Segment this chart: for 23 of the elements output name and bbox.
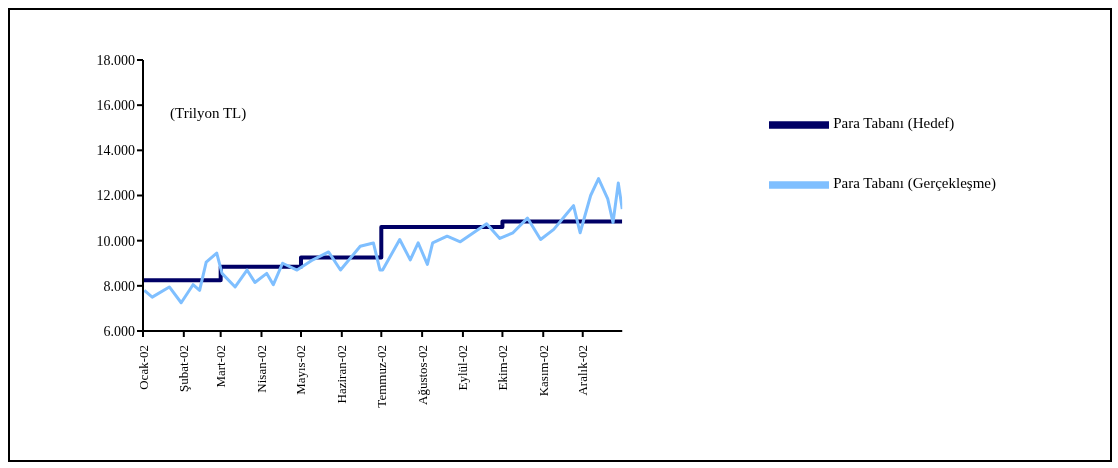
x-tick-label: Ağustos-02: [414, 345, 430, 405]
annotation: (Trilyon TL): [170, 105, 247, 122]
y-tick-label: 8.000: [103, 278, 135, 294]
x-tick-label: Eylül-02: [455, 345, 471, 391]
x-tick-label: Temmuz-02: [373, 345, 389, 408]
line-series: [143, 177, 623, 305]
x-tick-label: Nisan-02: [253, 345, 269, 393]
x-tick-label: Şubat-02: [176, 345, 192, 392]
x-tick-label: Mart-02: [213, 345, 229, 388]
y-tick-label: 14.000: [96, 143, 135, 159]
x-tick-label: Haziran-02: [334, 345, 350, 404]
y-tick-label: 18.000: [96, 52, 135, 68]
legend-label: Para Tabanı (Gerçekleşme): [833, 175, 996, 192]
y-tick-label: 6.000: [103, 323, 135, 339]
x-tick-label: Aralık-02: [575, 345, 591, 396]
y-tick-label: 12.000: [96, 188, 135, 204]
legend-label: Para Tabanı (Hedef): [833, 115, 955, 132]
x-tick-label: Mayıs-02: [293, 345, 309, 395]
y-tick-label: 16.000: [96, 98, 135, 114]
y-tick-label: 10.000: [96, 233, 135, 249]
x-tick-label: Ocak-02: [135, 345, 151, 390]
x-tick-label: Kasım-02: [535, 345, 551, 397]
x-tick-label: Ekim-02: [494, 345, 510, 391]
